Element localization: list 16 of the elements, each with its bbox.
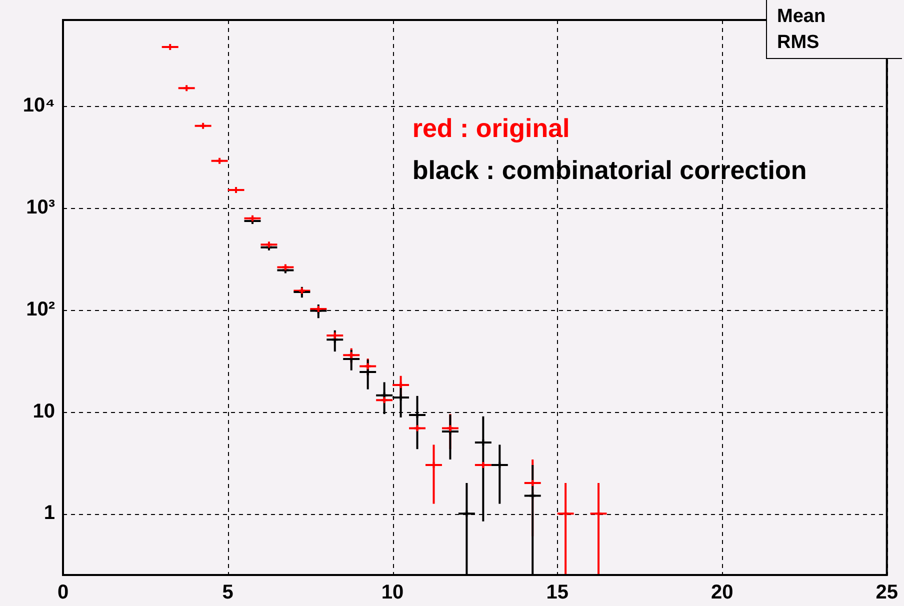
stats-box: Mean RMS: [766, 0, 902, 59]
x-tick-label: 25: [876, 582, 898, 604]
x-tick-label: 15: [546, 582, 568, 604]
annotation: Mean: [777, 5, 827, 29]
text: red : original: [412, 113, 570, 144]
text: black : combinatorial correction: [412, 155, 807, 186]
y-tick-label: 1: [44, 502, 55, 524]
x-tick-label: 20: [710, 582, 734, 604]
x-tick-label: 10: [381, 582, 404, 604]
x-tick-label: 0: [57, 582, 69, 604]
annotation: RMS: [777, 31, 820, 55]
x-tick-label: 5: [222, 582, 234, 604]
y-tick-label: 10: [32, 400, 55, 422]
y-tick-label: 10³: [26, 196, 56, 219]
y-tick-label: 10²: [26, 298, 56, 320]
y-tick-label: 10⁴: [22, 94, 55, 117]
